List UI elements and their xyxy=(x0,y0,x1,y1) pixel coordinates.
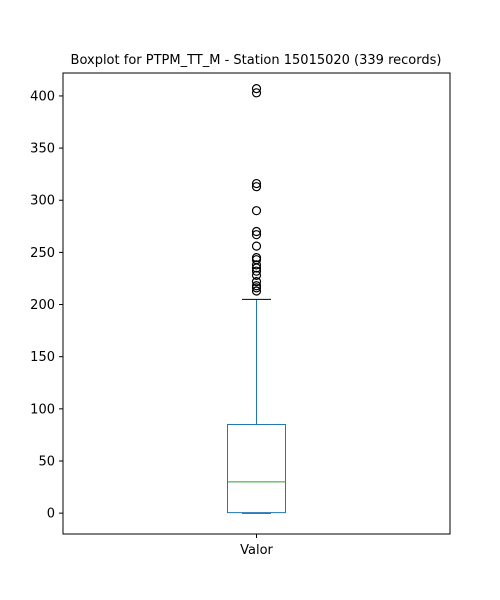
outlier-point xyxy=(251,266,262,276)
y-axis: 0 50 100 150 200 250 300 350 400 xyxy=(30,89,63,522)
outlier-point xyxy=(251,84,262,94)
outlier-point xyxy=(251,182,262,192)
outlier-point xyxy=(251,286,262,296)
iqr-box xyxy=(227,423,286,514)
y-tick-label: 250 xyxy=(30,246,55,261)
outlier-point xyxy=(251,88,262,98)
y-tick-label: 100 xyxy=(30,402,55,417)
outlier-point xyxy=(251,260,262,270)
x-tick-label: Valor xyxy=(240,543,273,558)
outlier-point xyxy=(251,276,262,287)
chart-title: Boxplot for PTPM_TT_M - Station 15015020… xyxy=(71,53,442,68)
x-axis: Valor xyxy=(240,534,274,558)
y-tick-label: 200 xyxy=(30,298,55,313)
outlier-point xyxy=(251,241,262,251)
y-tick-label: 150 xyxy=(30,350,55,365)
outlier-point xyxy=(251,253,262,263)
y-tick-label: 350 xyxy=(30,142,55,157)
outlier-point xyxy=(251,230,262,240)
outlier-point xyxy=(251,270,262,280)
box-group xyxy=(227,298,286,514)
outlier-point xyxy=(251,178,262,189)
outlier-point xyxy=(251,226,262,237)
y-tick-label: 50 xyxy=(38,454,55,469)
outlier-point xyxy=(251,206,262,216)
outlier-point xyxy=(251,281,262,291)
outlier-group xyxy=(251,84,262,296)
y-tick-label: 400 xyxy=(30,89,55,104)
y-tick-label: 0 xyxy=(47,507,55,522)
y-tick-label: 300 xyxy=(30,194,55,209)
